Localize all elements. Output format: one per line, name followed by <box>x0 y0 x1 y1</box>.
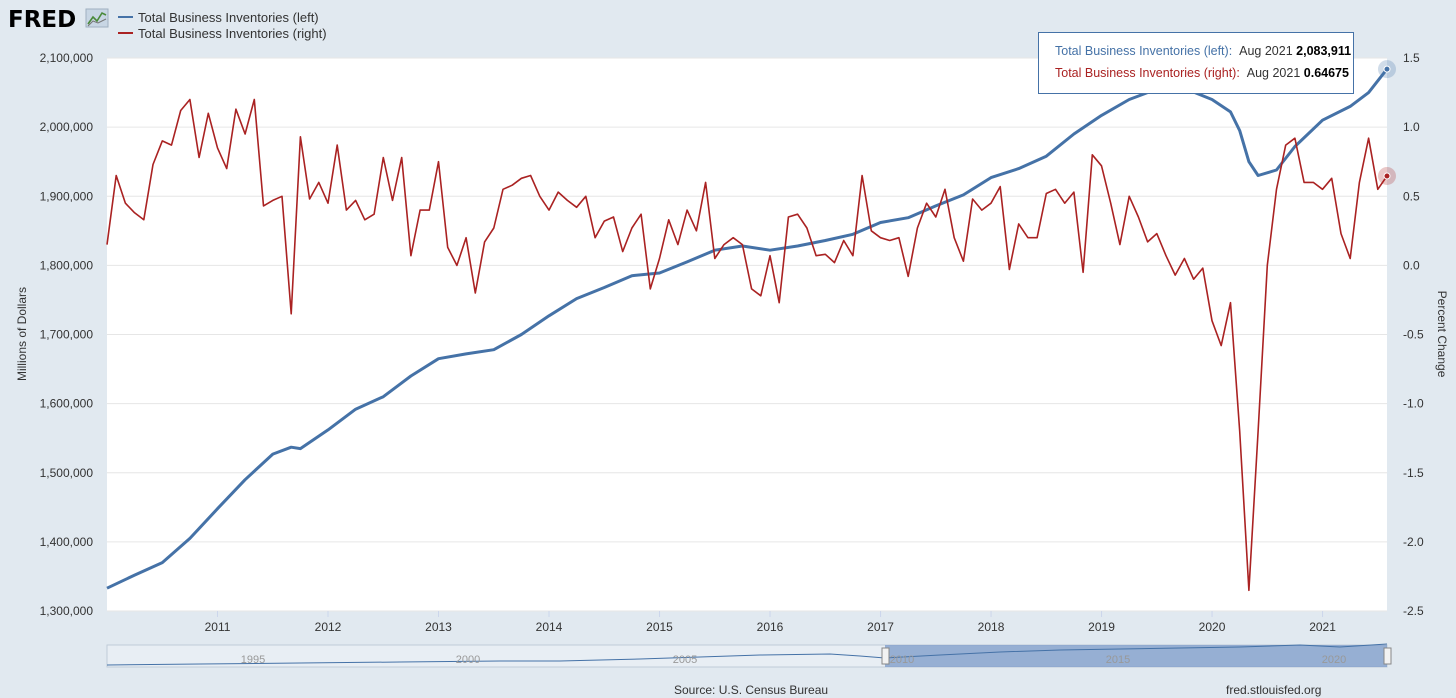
series-line-right <box>106 98 1388 592</box>
y-left-tick-label: 1,900,000 <box>40 189 94 203</box>
hover-point-right <box>1383 172 1391 180</box>
tooltip-row-right: Total Business Inventories (right): Aug … <box>1055 66 1349 80</box>
navigator-label: 2010 <box>890 654 914 666</box>
navigator-label: 1995 <box>241 654 265 666</box>
y-left-tick-label: 1,500,000 <box>40 466 94 480</box>
y-right-tick-label: 0.5 <box>1403 189 1420 203</box>
x-tick-label: 2015 <box>646 620 673 634</box>
navigator-handle-left[interactable] <box>881 647 890 665</box>
y-right-tick-label: 1.0 <box>1403 120 1420 134</box>
y-right-tick-label: -1.5 <box>1403 466 1424 480</box>
logo-text: FRED <box>8 7 76 33</box>
y-right-tick-label: -1.0 <box>1403 397 1424 411</box>
tooltip-row-left: Total Business Inventories (left): Aug 2… <box>1055 44 1351 58</box>
source-text: Source: U.S. Census Bureau <box>674 683 829 697</box>
fred-logo[interactable]: FRED <box>8 7 109 33</box>
tooltip-date-left: Aug 2021 <box>1239 44 1293 58</box>
legend: Total Business Inventories (left) Total … <box>118 10 327 41</box>
x-axis-ticks: 2011 2012 2013 2014 2015 2016 2017 2018 2019 2020… <box>205 611 1336 634</box>
x-tick-label: 2019 <box>1088 620 1115 634</box>
chart-line-icon <box>85 8 109 28</box>
navigator-handle-right[interactable] <box>1383 647 1392 665</box>
y-axis-right-ticks: -2.5 -2.0 -1.5 -1.0 -0.5 0.0 0.5 1.0 1.5 <box>1403 51 1424 618</box>
x-tick-label: 2013 <box>425 620 452 634</box>
series-lines <box>106 60 1396 592</box>
site-link[interactable]: fred.stlouisfed.org <box>1226 683 1322 697</box>
x-tick-label: 2018 <box>978 620 1005 634</box>
y-left-tick-label: 2,100,000 <box>40 51 94 65</box>
x-tick-label: 2012 <box>315 620 342 634</box>
tooltip-label-left: Total Business Inventories (left): <box>1055 44 1233 58</box>
y-axis-right-title: Percent Change <box>1435 291 1449 378</box>
x-tick-label: 2020 <box>1199 620 1226 634</box>
y-axis-left-title: Millions of Dollars <box>15 287 29 381</box>
y-right-tick-label: -2.0 <box>1403 535 1424 549</box>
y-axis-left-ticks: 1,300,000 1,400,000 1,500,000 1,600,000 1,70… <box>40 51 94 618</box>
tooltip-label-right: Total Business Inventories (right): <box>1055 66 1240 80</box>
tooltip-value-left: 2,083,911 <box>1296 44 1352 58</box>
y-left-tick-label: 1,300,000 <box>40 604 94 618</box>
legend-label-left: Total Business Inventories (left) <box>138 10 319 25</box>
y-left-tick-label: 2,000,000 <box>40 120 94 134</box>
legend-item-right[interactable]: Total Business Inventories (right) <box>118 26 327 41</box>
navigator-selection[interactable] <box>885 645 1387 667</box>
navigator-label: 2000 <box>456 654 480 666</box>
y-left-tick-label: 1,800,000 <box>40 258 94 272</box>
legend-item-left[interactable]: Total Business Inventories (left) <box>118 10 319 25</box>
navigator-label: 2020 <box>1322 654 1346 666</box>
navigator[interactable]: 1995 2000 2005 2010 2015 2020 <box>106 643 1392 668</box>
x-tick-label: 2014 <box>536 620 563 634</box>
tooltip-date-right: Aug 2021 <box>1246 66 1301 80</box>
navigator-series-line <box>106 643 1388 666</box>
y-left-tick-label: 1,700,000 <box>40 328 94 342</box>
legend-label-right: Total Business Inventories (right) <box>138 26 327 41</box>
x-tick-label: 2021 <box>1309 620 1336 634</box>
navigator-label: 2015 <box>1106 654 1130 666</box>
x-tick-label: 2011 <box>205 620 231 634</box>
tooltip-value-right: 0.64675 <box>1303 66 1349 80</box>
y-right-tick-label: -2.5 <box>1403 604 1424 618</box>
y-right-tick-label: 1.5 <box>1403 51 1420 65</box>
x-tick-label: 2016 <box>757 620 784 634</box>
y-right-tick-label: -0.5 <box>1403 328 1424 342</box>
navigator-label: 2005 <box>673 654 697 666</box>
x-tick-label: 2017 <box>867 620 894 634</box>
series-line-left <box>106 68 1389 590</box>
y-left-tick-label: 1,600,000 <box>40 397 94 411</box>
tooltip: Total Business Inventories (left): Aug 2… <box>1038 32 1354 94</box>
y-left-tick-label: 1,400,000 <box>40 535 94 549</box>
navigator-labels: 1995 2000 2005 2010 2015 2020 <box>241 654 1346 666</box>
hover-point-left <box>1383 65 1391 73</box>
y-right-tick-label: 0.0 <box>1403 258 1420 272</box>
